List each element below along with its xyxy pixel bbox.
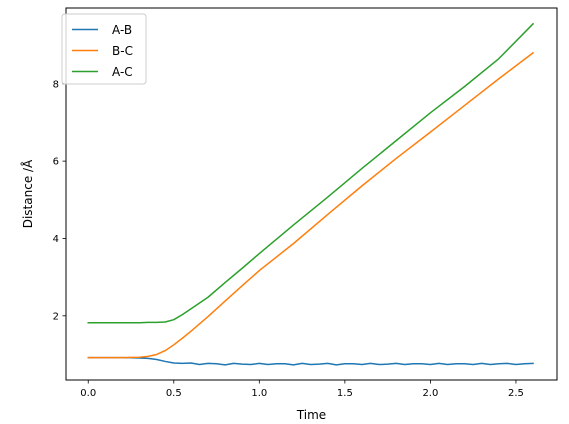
y-tick-label: 4 [53, 234, 59, 245]
y-tick-label: 6 [53, 157, 59, 168]
x-tick-label: 1.5 [337, 388, 353, 399]
x-tick-label: 0.5 [166, 388, 182, 399]
plot-frame [65, 7, 558, 381]
y-axis-label: Distance /Å [20, 159, 35, 228]
legend-label-b-c: B-C [112, 44, 133, 58]
legend: A-B B-C A-C [61, 13, 147, 85]
x-tick-label: 2.0 [422, 388, 438, 399]
legend-label-a-c: A-C [112, 65, 133, 79]
x-tick-label: 0.0 [80, 388, 96, 399]
y-tick-label: 2 [53, 311, 59, 322]
x-tick-label: 2.5 [508, 388, 524, 399]
x-tick-label: 1.0 [251, 388, 267, 399]
x-axis-ticks: 0.0 0.5 1.0 1.5 2.0 2.5 [80, 380, 524, 399]
series-line-b-c [87, 51, 535, 359]
series-layer [87, 22, 535, 366]
x-axis-label: Time [296, 408, 326, 422]
y-tick-label: 8 [53, 79, 59, 90]
series-line-a-c [87, 22, 535, 324]
series-line-a-b [87, 356, 534, 366]
legend-label-a-b: A-B [112, 23, 132, 37]
legend-frame [61, 13, 147, 85]
